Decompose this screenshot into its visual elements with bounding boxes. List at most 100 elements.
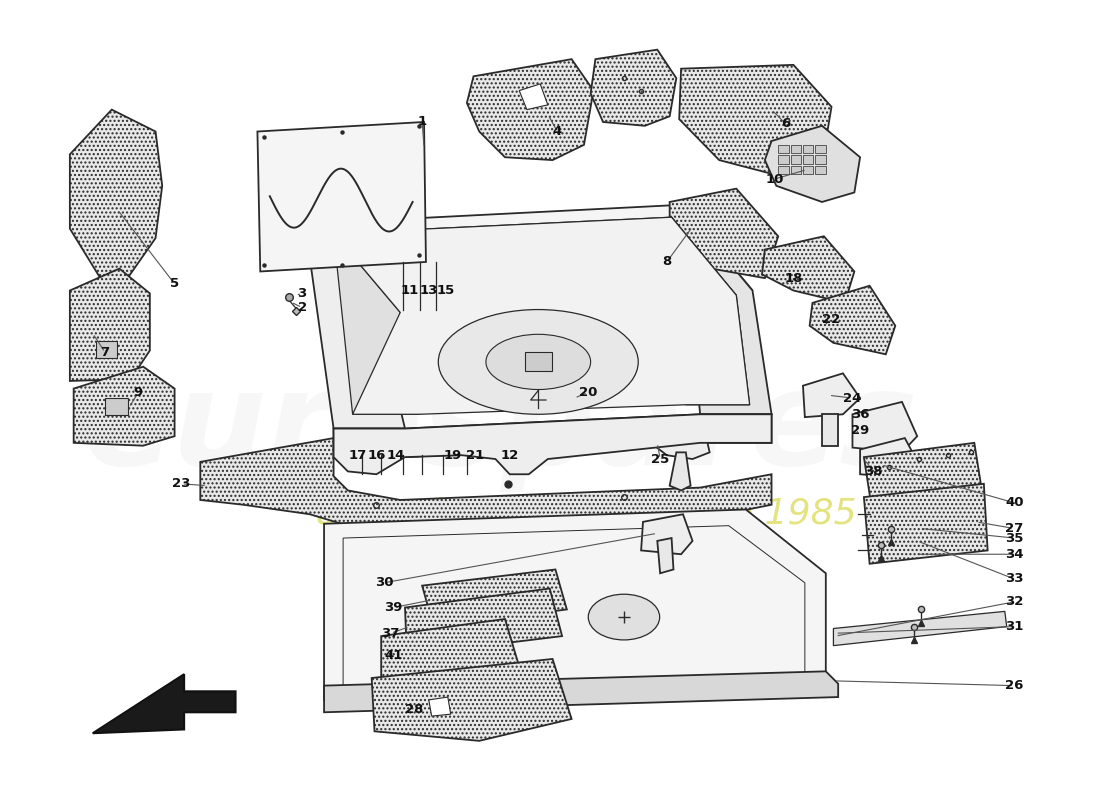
Text: 1: 1 <box>418 115 427 129</box>
Text: 22: 22 <box>823 313 840 326</box>
Polygon shape <box>333 414 771 474</box>
FancyBboxPatch shape <box>778 166 789 174</box>
Text: 23: 23 <box>172 478 190 490</box>
Text: a passion for excellence 1985: a passion for excellence 1985 <box>316 498 856 531</box>
Text: 7: 7 <box>100 346 110 359</box>
Polygon shape <box>762 236 855 303</box>
Text: 38: 38 <box>865 465 882 478</box>
FancyBboxPatch shape <box>815 145 826 154</box>
FancyBboxPatch shape <box>96 341 117 358</box>
Text: 6: 6 <box>781 118 791 130</box>
Polygon shape <box>679 65 832 176</box>
Polygon shape <box>810 286 895 354</box>
Polygon shape <box>641 514 693 554</box>
Polygon shape <box>681 205 771 414</box>
FancyBboxPatch shape <box>815 155 826 164</box>
Polygon shape <box>324 510 826 700</box>
Polygon shape <box>333 218 736 313</box>
Polygon shape <box>333 414 771 457</box>
Polygon shape <box>860 438 920 478</box>
Text: 35: 35 <box>1005 531 1023 545</box>
FancyBboxPatch shape <box>815 166 826 174</box>
Polygon shape <box>764 126 860 202</box>
Text: 29: 29 <box>851 424 869 437</box>
Text: 40: 40 <box>1005 496 1024 510</box>
Text: 13: 13 <box>419 284 438 297</box>
Text: 14: 14 <box>386 449 405 462</box>
Polygon shape <box>466 59 594 160</box>
Text: 37: 37 <box>382 626 400 640</box>
Polygon shape <box>200 438 771 526</box>
Text: 36: 36 <box>850 408 869 421</box>
Text: 32: 32 <box>1005 595 1023 608</box>
Polygon shape <box>822 414 838 446</box>
Polygon shape <box>92 674 235 734</box>
Text: 3: 3 <box>297 287 307 300</box>
Polygon shape <box>324 671 838 712</box>
Ellipse shape <box>438 310 638 414</box>
FancyBboxPatch shape <box>791 166 801 174</box>
Polygon shape <box>372 659 572 741</box>
Text: eurospares: eurospares <box>82 365 917 492</box>
Text: 9: 9 <box>134 386 143 399</box>
Text: 27: 27 <box>1005 522 1023 535</box>
Polygon shape <box>864 484 988 564</box>
FancyBboxPatch shape <box>106 398 128 415</box>
Text: 21: 21 <box>466 449 485 462</box>
Polygon shape <box>429 697 451 716</box>
Polygon shape <box>803 374 860 417</box>
Polygon shape <box>70 269 150 381</box>
Text: 33: 33 <box>1005 573 1024 586</box>
Text: 31: 31 <box>1005 620 1023 633</box>
Text: 17: 17 <box>349 449 366 462</box>
Text: 8: 8 <box>662 255 671 269</box>
FancyBboxPatch shape <box>778 155 789 164</box>
Text: 15: 15 <box>437 284 455 297</box>
Polygon shape <box>70 110 162 278</box>
Text: 18: 18 <box>784 272 803 285</box>
Polygon shape <box>333 218 749 414</box>
Text: 2: 2 <box>298 301 307 314</box>
FancyBboxPatch shape <box>525 352 551 371</box>
Polygon shape <box>382 619 519 684</box>
Text: 20: 20 <box>579 386 597 399</box>
Text: 28: 28 <box>405 703 424 716</box>
Text: 34: 34 <box>1005 548 1024 561</box>
Text: 41: 41 <box>384 649 403 662</box>
Text: 30: 30 <box>375 576 394 590</box>
Polygon shape <box>658 538 673 574</box>
Text: 11: 11 <box>400 284 419 297</box>
Polygon shape <box>670 189 778 278</box>
Polygon shape <box>305 205 752 310</box>
Polygon shape <box>257 122 426 271</box>
Text: 39: 39 <box>384 601 403 614</box>
Polygon shape <box>670 452 691 490</box>
Polygon shape <box>864 443 983 519</box>
Polygon shape <box>852 402 917 452</box>
FancyBboxPatch shape <box>778 145 789 154</box>
Text: 4: 4 <box>552 125 562 138</box>
Text: 25: 25 <box>651 453 669 466</box>
Text: 5: 5 <box>170 278 179 290</box>
FancyBboxPatch shape <box>791 145 801 154</box>
Text: 10: 10 <box>766 173 783 186</box>
Polygon shape <box>405 589 562 655</box>
Text: 19: 19 <box>443 449 462 462</box>
FancyBboxPatch shape <box>803 166 813 174</box>
Polygon shape <box>422 570 566 626</box>
Polygon shape <box>305 224 405 429</box>
Polygon shape <box>333 234 419 414</box>
FancyBboxPatch shape <box>791 155 801 164</box>
Polygon shape <box>834 611 1006 646</box>
Text: 26: 26 <box>1005 679 1023 692</box>
Ellipse shape <box>486 334 591 390</box>
FancyBboxPatch shape <box>803 145 813 154</box>
FancyBboxPatch shape <box>803 155 813 164</box>
Polygon shape <box>519 84 548 110</box>
Text: 12: 12 <box>500 449 519 462</box>
Polygon shape <box>74 366 175 446</box>
Text: 16: 16 <box>367 449 386 462</box>
Text: 24: 24 <box>844 391 861 405</box>
Polygon shape <box>672 218 749 405</box>
Ellipse shape <box>588 594 660 640</box>
